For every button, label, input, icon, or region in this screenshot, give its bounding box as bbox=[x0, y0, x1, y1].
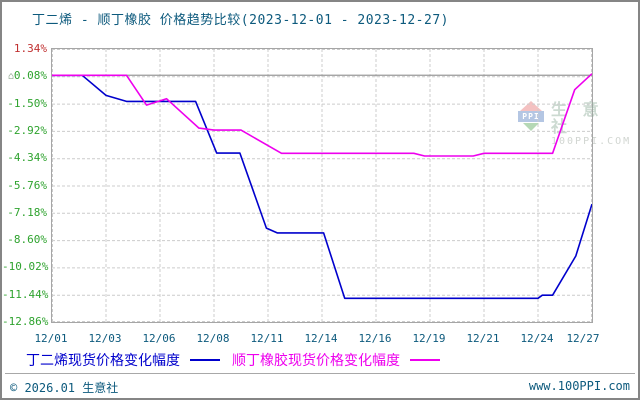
x-tick-label: 12/14 bbox=[304, 332, 338, 345]
x-tick-label: 12/27 bbox=[566, 332, 600, 345]
y-tick-label: -4.34% bbox=[7, 151, 47, 164]
website-text: www.100PPI.com bbox=[528, 379, 630, 393]
y-tick-label: ⌂0.08% bbox=[7, 69, 47, 82]
legend-line-rubber bbox=[410, 359, 440, 361]
legend-label-butadiene: 丁二烯现货价格变化幅度 bbox=[26, 353, 180, 369]
y-tick-label: -2.92% bbox=[7, 124, 47, 137]
x-tick-label: 12/01 bbox=[34, 332, 68, 345]
x-tick-label: 12/03 bbox=[88, 332, 122, 345]
x-tick-label: 12/19 bbox=[412, 332, 446, 345]
series-line bbox=[52, 73, 592, 157]
x-tick-label: 12/16 bbox=[358, 332, 392, 345]
ppi-logo-icon: PPI bbox=[518, 101, 544, 131]
x-tick-label: 12/11 bbox=[250, 332, 284, 345]
legend-label-rubber: 顺丁橡胶现货价格变化幅度 bbox=[232, 353, 400, 369]
chart-legend: 丁二烯现货价格变化幅度 顺丁橡胶现货价格变化幅度 bbox=[26, 350, 440, 370]
copyright-text: © 2026.01 生意社 bbox=[10, 381, 119, 395]
y-tick-label: -1.50% bbox=[7, 97, 47, 110]
legend-item-rubber: 顺丁橡胶现货价格变化幅度 bbox=[232, 350, 440, 370]
chart-lines-svg bbox=[52, 49, 592, 322]
watermark: PPI 生 意 社 100PPI.COM bbox=[518, 101, 631, 147]
x-tick-label: 12/21 bbox=[466, 332, 500, 345]
x-tick-label: 12/08 bbox=[196, 332, 230, 345]
y-tick-label: 1.34% bbox=[13, 42, 47, 55]
y-tick-label: -5.76% bbox=[7, 179, 47, 192]
zero-level-marker-icon: ⌂ bbox=[7, 71, 14, 82]
y-tick-label: -12.86% bbox=[2, 315, 49, 328]
series-line bbox=[52, 74, 592, 300]
legend-item-butadiene: 丁二烯现货价格变化幅度 bbox=[26, 350, 220, 370]
y-tick-label: -8.60% bbox=[7, 233, 47, 246]
watermark-text: 生 意 社 100PPI.COM bbox=[551, 101, 631, 147]
y-tick-label: -10.02% bbox=[2, 260, 49, 273]
x-tick-label: 12/06 bbox=[142, 332, 176, 345]
legend-line-butadiene bbox=[190, 359, 220, 361]
y-tick-label: -11.44% bbox=[2, 288, 49, 301]
logo-ppi-badge: PPI bbox=[518, 111, 544, 122]
logo-triangle-up-icon bbox=[520, 101, 542, 111]
plot-area: PPI 生 意 社 100PPI.COM bbox=[51, 48, 629, 323]
x-tick-label: 12/24 bbox=[520, 332, 554, 345]
watermark-domain: 100PPI.COM bbox=[551, 136, 631, 147]
footer-divider bbox=[5, 373, 635, 374]
page-title: 丁二烯 - 顺丁橡胶 价格趋势比较(2023-12-01 - 2023-12-2… bbox=[32, 13, 449, 28]
logo-triangle-down-icon bbox=[523, 123, 539, 131]
y-tick-label: -7.18% bbox=[7, 206, 47, 219]
